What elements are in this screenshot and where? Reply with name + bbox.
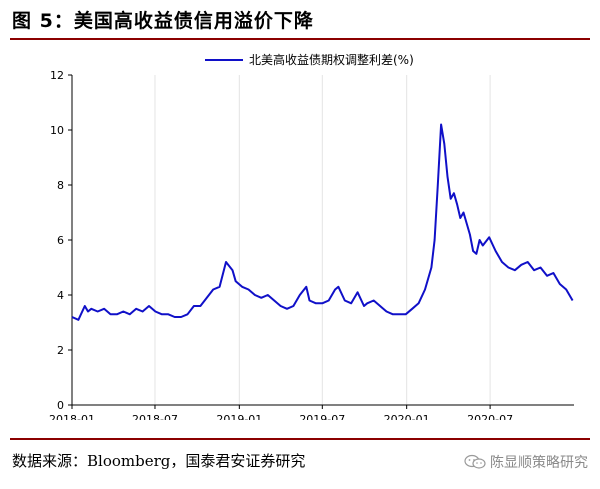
- source-rule: [10, 438, 590, 440]
- x-tick-label: 2018-07: [132, 413, 178, 420]
- legend: 北美高收益债期权调整利差(%): [205, 52, 414, 67]
- x-tick-label: 2019-01: [216, 413, 262, 420]
- wechat-icon: [464, 454, 486, 469]
- x-tick-label: 2019-07: [299, 413, 345, 420]
- axes: [71, 75, 574, 406]
- figure-title: 图 5：美国高收益债信用溢价下降: [12, 10, 314, 32]
- watermark: 陈显顺策略研究: [464, 452, 588, 472]
- source-note: 数据来源：Bloomberg，国泰君安证券研究: [12, 452, 306, 470]
- y-tick-label: 8: [57, 179, 64, 192]
- y-tick-label: 12: [50, 69, 64, 82]
- x-tick-labels: 2018-01 2018-07 2019-01 2019-07 2020-01 2020-…: [49, 405, 513, 420]
- title-rule: [10, 38, 590, 40]
- y-tick-label: 10: [50, 124, 64, 137]
- x-tick-label: 2018-01: [49, 413, 95, 420]
- x-tick-label: 2020-07: [467, 413, 513, 420]
- y-tick-label: 4: [57, 289, 64, 302]
- series-line: [71, 123, 574, 321]
- x-tick-label: 2020-01: [384, 413, 430, 420]
- y-tick-label: 6: [57, 234, 64, 247]
- y-tick-label: 2: [57, 344, 64, 357]
- watermark-text: 陈显顺策略研究: [490, 455, 588, 471]
- vertical-gridlines: [71, 75, 491, 405]
- y-tick-labels: 0 2 4 6 8 10 12: [50, 69, 72, 412]
- legend-label: 北美高收益债期权调整利差(%): [249, 52, 414, 67]
- y-tick-label: 0: [57, 399, 64, 412]
